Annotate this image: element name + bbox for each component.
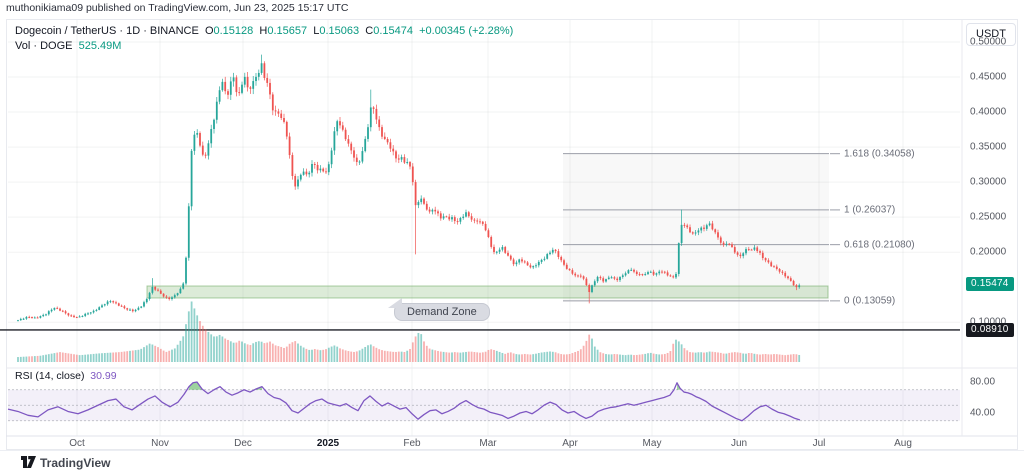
rsi-axis-label: 80.00 — [970, 376, 996, 388]
footer-bar: TradingView — [0, 450, 1024, 474]
volume-label: Vol · DOGE — [15, 40, 73, 52]
open-label: O — [204, 25, 214, 37]
price-axis-label: 0.20000 — [970, 246, 1007, 258]
time-axis-label: Oct — [69, 438, 85, 449]
secondary-price-badge: 0.08910 — [966, 322, 1014, 337]
close-value: 0.15474 — [373, 25, 413, 37]
time-axis-label: Apr — [562, 438, 578, 449]
attribution-text: muthonikiama09 published on TradingView.… — [6, 2, 349, 14]
symbol-legend: Dogecoin / TetherUS · 1D · BINANCE O0.15… — [15, 25, 513, 37]
high-value: 0.15657 — [267, 25, 308, 37]
time-axis-label: Dec — [234, 438, 252, 449]
currency-toggle-button[interactable]: USDT — [966, 23, 1016, 46]
low-label: L — [313, 25, 320, 37]
time-axis-label: Jul — [812, 438, 826, 449]
rsi-label: RSI (14, close) — [15, 370, 85, 382]
fib-level-label: 1.618 (0.34058) — [844, 148, 915, 160]
tradingview-logo-icon — [21, 456, 36, 468]
rsi-axis-label: 40.00 — [970, 407, 996, 419]
time-axis-label: Feb — [403, 438, 421, 449]
price-axis-label: 0.35000 — [970, 141, 1007, 153]
rsi-value: 30.99 — [90, 370, 117, 382]
footer-brand-text: TradingView — [40, 456, 111, 470]
open-value: 0.15128 — [213, 25, 254, 37]
price-axis-label: 0.10000 — [970, 317, 1006, 328]
time-axis-label: Jun — [730, 438, 748, 449]
symbol-title: Dogecoin / TetherUS · 1D · BINANCE — [15, 25, 199, 37]
demand-zone-callout: Demand Zone — [388, 298, 490, 321]
chart-card-border — [6, 19, 1018, 450]
time-axis-label: Nov — [151, 438, 169, 449]
time-axis-label: Mar — [479, 438, 497, 449]
price-axis-label: 0.30000 — [970, 176, 1007, 188]
price-axis-label: 0.25000 — [970, 211, 1007, 223]
volume-legend: Vol · DOGE 525.49M — [15, 40, 121, 52]
rsi-legend: RSI (14, close) 30.99 — [15, 370, 117, 382]
current-price-badge: 0.15474 — [966, 276, 1014, 291]
fib-level-label: 0.618 (0.21080) — [844, 239, 915, 251]
time-axis-label: 2025 — [316, 438, 340, 449]
fib-level-label: 1 (0.26037) — [844, 204, 896, 216]
change-value: +0.00345 (+2.28%) — [419, 25, 514, 37]
high-label: H — [259, 25, 268, 37]
close-label: C — [365, 25, 374, 37]
price-axis-label: 0.40000 — [970, 106, 1007, 118]
time-axis-label: Aug — [894, 438, 912, 449]
time-axis-label: May — [642, 438, 662, 449]
volume-value: 525.49M — [78, 40, 122, 52]
price-axis-label: 0.50000 — [970, 36, 1007, 48]
fib-level-label: 0 (0.13059) — [844, 295, 896, 307]
low-value: 0.15063 — [319, 25, 360, 37]
price-axis-label: 0.45000 — [970, 71, 1007, 83]
